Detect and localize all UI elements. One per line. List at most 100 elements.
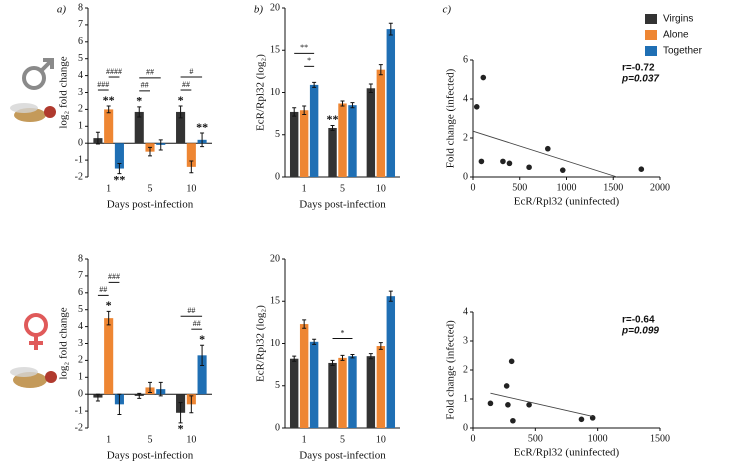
bar: [338, 103, 347, 177]
y-tick-label: 20: [270, 253, 280, 264]
bracket-label: **: [300, 43, 308, 52]
fit-line: [472, 130, 618, 178]
y-tick-label: 5: [78, 304, 83, 315]
y-tick-label: -1: [75, 405, 83, 416]
point: [503, 383, 510, 389]
error-bar: [388, 22, 393, 36]
x-tick-label: 1500: [650, 433, 670, 444]
bracket-label: ##: [99, 285, 107, 294]
stat-label: r=-0.72: [622, 63, 655, 74]
y-tick-label: 5: [78, 53, 83, 64]
bracket-label: ##: [146, 68, 154, 77]
bar: [328, 362, 337, 428]
y-tick-label: 7: [78, 270, 83, 281]
y-tick-label: -2: [75, 171, 83, 182]
y-tick-label: 2: [463, 364, 468, 375]
x-tick-label: 1000: [588, 433, 608, 444]
point: [478, 158, 485, 165]
x-tick-label: 500: [528, 433, 543, 444]
error-bar: [137, 106, 142, 118]
bar: [134, 111, 144, 144]
point: [487, 400, 494, 407]
bar: [348, 356, 357, 428]
bracket-label: #: [189, 67, 193, 76]
point: [508, 358, 515, 365]
error-bar: [189, 395, 194, 414]
error-bar: [117, 162, 122, 175]
error-bar: [340, 354, 345, 361]
error-bar: [106, 105, 111, 114]
legend-swatch: [645, 46, 657, 56]
bar: [176, 111, 186, 144]
bracket-label: ##: [187, 306, 195, 315]
significance-mark: *: [106, 298, 112, 312]
significance-mark: *: [136, 94, 142, 108]
panel-label: c): [442, 4, 451, 16]
error-bar: [117, 393, 122, 415]
error-bar: [368, 83, 373, 93]
point: [559, 167, 566, 173]
x-tick-label: 1: [106, 183, 111, 194]
point: [473, 104, 480, 110]
bracket-label: ###: [108, 272, 120, 281]
y-tick-label: 1: [463, 393, 468, 404]
error-bar: [178, 402, 183, 424]
y-tick-label: 5: [275, 129, 280, 140]
y-tick-label: 6: [78, 287, 83, 298]
y-tick-label: 4: [463, 306, 468, 317]
bar: [376, 346, 386, 428]
error-bar: [368, 353, 373, 360]
x-tick-label: 2000: [650, 182, 670, 193]
x-tick-label: 1: [302, 434, 307, 445]
y-tick-label: 0: [275, 422, 280, 433]
legend-label: Together: [663, 46, 703, 57]
y-tick-label: 2: [463, 132, 468, 143]
x-tick-label: 1: [302, 183, 307, 194]
x-tick-label: 1000: [557, 182, 577, 193]
bar: [186, 143, 196, 167]
error-bar: [330, 359, 335, 366]
bar: [114, 143, 124, 169]
female-icon: [10, 313, 57, 388]
x-tick-label: 10: [376, 434, 386, 445]
stat-label: p=0.099: [621, 326, 659, 337]
bar: [338, 357, 347, 428]
significance-mark: *: [199, 332, 205, 346]
error-bar: [200, 344, 205, 366]
y-tick-label: 6: [78, 36, 83, 47]
point: [505, 402, 511, 408]
y-tick-label: 3: [78, 87, 83, 98]
x-axis-label: EcR/Rpl32 (uninfected): [514, 447, 620, 459]
point: [545, 145, 551, 152]
error-bar: [292, 107, 297, 117]
point: [510, 417, 516, 424]
y-tick-label: 3: [463, 335, 468, 346]
bar: [104, 318, 114, 395]
error-bar: [95, 131, 100, 145]
x-tick-label: 500: [512, 182, 527, 193]
point: [526, 164, 532, 171]
bar: [104, 109, 114, 144]
y-tick-label: 0: [463, 422, 468, 433]
bar: [309, 341, 319, 428]
point: [506, 160, 513, 167]
error-bar: [302, 319, 307, 329]
x-axis-label: Days post-infection: [299, 199, 386, 211]
y-tick-label: 8: [78, 253, 83, 264]
legend-label: Virgins: [663, 14, 693, 25]
error-bar: [378, 342, 383, 350]
bar: [197, 355, 207, 395]
bar: [386, 296, 396, 428]
error-bar: [148, 146, 152, 157]
bar: [348, 105, 357, 177]
legend-label: Alone: [663, 30, 689, 41]
x-tick-label: 5: [148, 183, 153, 194]
x-tick-label: 10: [186, 183, 196, 194]
error-bar: [292, 355, 297, 362]
y-tick-label: 3: [78, 338, 83, 349]
y-tick-label: 1: [78, 372, 83, 383]
bracket-label: ##: [193, 319, 201, 328]
y-tick-label: 4: [463, 93, 468, 104]
y-tick-label: 2: [78, 104, 83, 115]
